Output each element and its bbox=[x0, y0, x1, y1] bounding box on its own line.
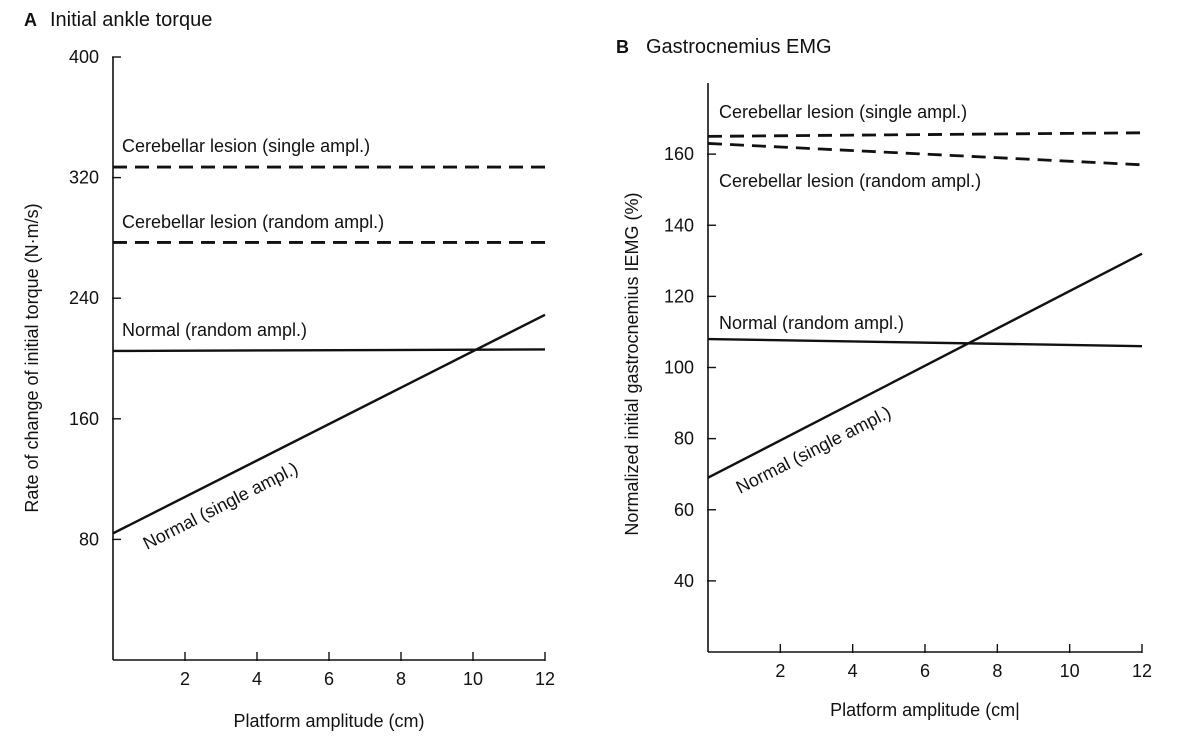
series-label-normal-single-ampl: Normal (single ampl.) bbox=[733, 402, 894, 497]
panel-a-letter: A bbox=[24, 10, 37, 30]
y-tick-label: 80 bbox=[79, 529, 99, 549]
y-tick-label: 40 bbox=[674, 571, 694, 591]
series-line-cerebellar-lesion-single-ampl bbox=[707, 131, 1143, 138]
panel-a-initial-ankle-torque: A Initial ankle torque 80 160 240 320 400 2 4 6 8 1… bbox=[22, 9, 555, 731]
y-tick-label: 160 bbox=[69, 409, 99, 429]
series-line-normal-single-ampl bbox=[707, 252, 1143, 479]
x-tick-label: 12 bbox=[535, 669, 555, 689]
x-tick-label: 4 bbox=[252, 669, 262, 689]
series-label-cerebellar-lesion-single-ampl: Cerebellar lesion (single ampl.) bbox=[719, 102, 967, 122]
panel-b-gastrocnemius-emg: B Gastrocnemius EMG 40 60 80 100 120 140 160 2 4 6 8… bbox=[616, 36, 1152, 720]
y-tick-label: 100 bbox=[664, 358, 694, 378]
series-line-normal-random-ampl bbox=[112, 348, 546, 353]
x-tick-label: 6 bbox=[324, 669, 334, 689]
y-tick-label: 160 bbox=[664, 144, 694, 164]
series-label-normal-random-ampl: Normal (random ampl.) bbox=[719, 313, 904, 333]
x-tick-label: 2 bbox=[180, 669, 190, 689]
y-axis-label: Normalized initial gastrocnemius IEMG (%… bbox=[622, 192, 642, 535]
y-tick-label: 240 bbox=[69, 288, 99, 308]
series-line-cerebellar-lesion-random-ampl bbox=[707, 142, 1143, 167]
y-tick-label: 80 bbox=[674, 429, 694, 449]
y-axis-label: Rate of change of initial torque (N·m/s) bbox=[22, 203, 42, 512]
y-tick-label: 400 bbox=[69, 47, 99, 67]
x-tick-label: 8 bbox=[992, 661, 1002, 681]
panel-b-letter: B bbox=[616, 37, 629, 57]
y-tick-label: 140 bbox=[664, 215, 694, 235]
y-tick-label: 320 bbox=[69, 168, 99, 188]
series-line-normal-random-ampl bbox=[707, 337, 1143, 348]
series-label-cerebellar-lesion-random-ampl: Cerebellar lesion (random ampl.) bbox=[122, 212, 384, 232]
panel-b-title: Gastrocnemius EMG bbox=[646, 36, 832, 58]
series-label-cerebellar-lesion-random-ampl: Cerebellar lesion (random ampl.) bbox=[719, 171, 981, 191]
series-label-normal-random-ampl: Normal (random ampl.) bbox=[122, 320, 307, 340]
series-line-normal-single-ampl bbox=[112, 313, 546, 535]
x-tick-label: 12 bbox=[1132, 661, 1152, 681]
series-label-normal-single-ampl: Normal (single ampl.) bbox=[140, 458, 301, 553]
series-label-cerebellar-lesion-single-ampl: Cerebellar lesion (single ampl.) bbox=[122, 136, 370, 156]
x-tick-label: 10 bbox=[463, 669, 483, 689]
x-tick-label: 6 bbox=[920, 661, 930, 681]
y-tick-label: 60 bbox=[674, 500, 694, 520]
x-tick-label: 4 bbox=[848, 661, 858, 681]
x-axis-label: Platform amplitude (cm| bbox=[830, 700, 1020, 720]
x-tick-label: 8 bbox=[396, 669, 406, 689]
x-tick-label: 2 bbox=[775, 661, 785, 681]
y-tick-label: 120 bbox=[664, 286, 694, 306]
x-tick-label: 10 bbox=[1060, 661, 1080, 681]
panel-a-title: Initial ankle torque bbox=[50, 9, 212, 31]
x-axis-label: Platform amplitude (cm) bbox=[233, 711, 424, 731]
